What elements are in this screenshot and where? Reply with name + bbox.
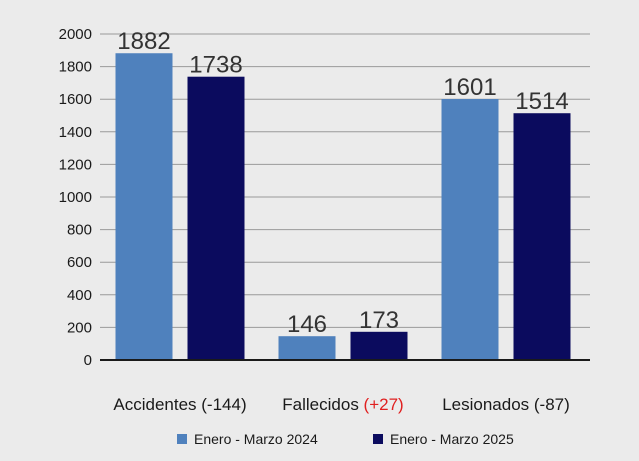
bar xyxy=(187,76,245,361)
y-tick-label: 1200 xyxy=(59,156,92,173)
category-labels: Accidentes (-144) Fallecidos (+27) Lesiona… xyxy=(113,395,569,414)
data-label: 1601 xyxy=(443,74,496,101)
category-label: Fallecidos (+27) xyxy=(282,395,403,414)
bar xyxy=(513,113,571,360)
legend-swatch xyxy=(177,434,187,444)
y-tick-label: 200 xyxy=(67,319,92,336)
bar xyxy=(278,336,336,360)
category-name: Accidentes xyxy=(113,395,201,414)
data-label: 173 xyxy=(359,307,399,334)
gridlines xyxy=(100,33,590,328)
bar xyxy=(115,53,173,360)
legend: Enero - Marzo 2024 Enero - Marzo 2025 xyxy=(177,431,514,447)
y-tick-label: 0 xyxy=(84,352,92,369)
y-tick-label: 600 xyxy=(67,254,92,271)
legend-label: Enero - Marzo 2025 xyxy=(390,431,514,447)
y-tick-label: 800 xyxy=(67,222,92,239)
y-tick-label: 1400 xyxy=(59,124,92,141)
category-label: Lesionados (-87) xyxy=(442,395,570,414)
y-tick-label: 400 xyxy=(67,287,92,304)
legend-label: Enero - Marzo 2024 xyxy=(194,431,318,447)
y-axis-tick-labels: 0 200 400 600 800 1000 1200 1400 1600 1800 2000 xyxy=(59,26,92,369)
category-label: Accidentes (-144) xyxy=(113,395,246,414)
legend-swatch xyxy=(373,434,383,444)
data-label: 1514 xyxy=(515,88,568,115)
y-tick-label: 2000 xyxy=(59,26,92,43)
y-tick-label: 1800 xyxy=(59,59,92,76)
data-label: 1738 xyxy=(189,52,242,79)
bar xyxy=(441,99,499,361)
y-tick-label: 1600 xyxy=(59,91,92,108)
category-change: (+27) xyxy=(364,395,404,414)
data-label: 146 xyxy=(287,311,327,338)
bars xyxy=(115,53,571,361)
category-change: (-144) xyxy=(201,395,246,414)
data-label: 1882 xyxy=(117,28,170,55)
category-change: (-87) xyxy=(534,395,570,414)
category-name: Fallecidos xyxy=(282,395,363,414)
y-tick-label: 1000 xyxy=(59,189,92,206)
data-labels: 1882 1738 146 173 1601 1514 xyxy=(117,28,568,338)
category-name: Lesionados xyxy=(442,395,534,414)
bar xyxy=(350,331,408,360)
